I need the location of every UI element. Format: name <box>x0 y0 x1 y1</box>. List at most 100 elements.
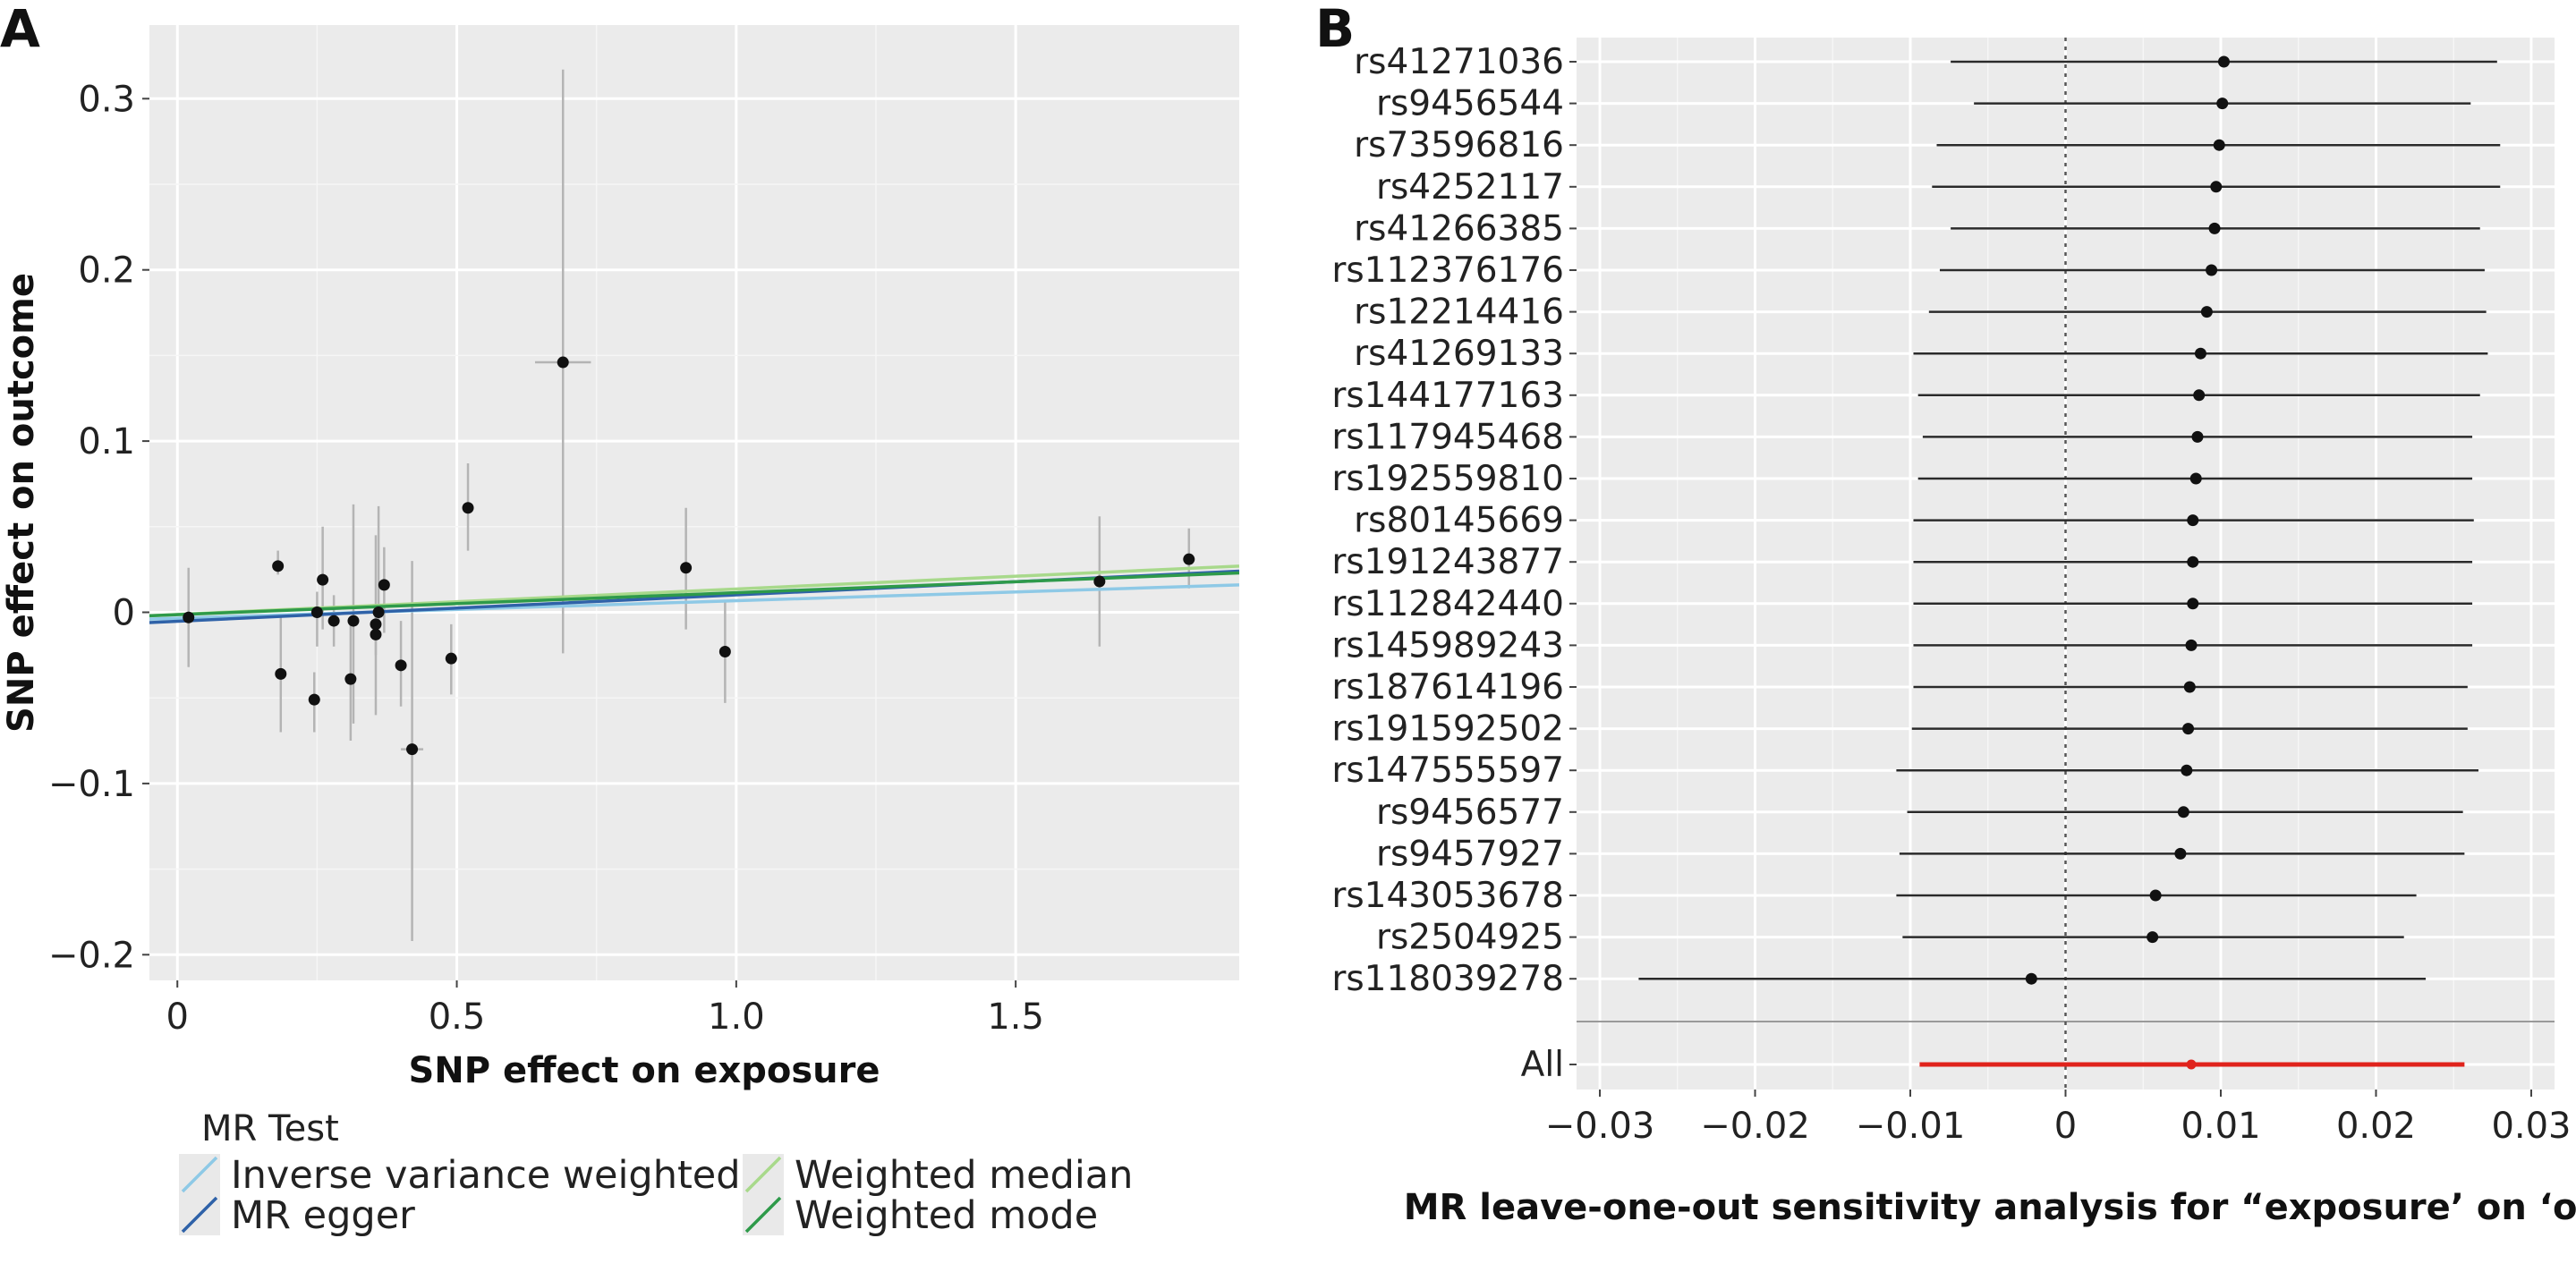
snp-label: rs118039278 <box>1331 959 1564 999</box>
panel-a-label: A <box>0 0 40 59</box>
x-tick-label: −0.01 <box>1856 1106 1966 1147</box>
data-point <box>462 502 474 514</box>
data-point <box>1093 575 1106 588</box>
point-estimate <box>2189 472 2202 485</box>
panel-b-label: B <box>1315 0 1355 59</box>
panel-b-x-axis-title: MR leave-one-out sensitivity analysis fo… <box>1404 1187 2576 1228</box>
x-tick-label: −0.03 <box>1545 1106 1655 1147</box>
point-estimate <box>2213 139 2225 151</box>
point-estimate <box>2194 347 2206 360</box>
data-point <box>557 356 569 369</box>
data-point <box>445 652 457 665</box>
point-estimate <box>2147 931 2159 944</box>
snp-label: rs143053678 <box>1331 876 1564 916</box>
legend-key-line <box>744 1196 782 1234</box>
y-tick-label: 0.3 <box>78 79 135 120</box>
panel-a-regression-lines <box>149 564 1240 624</box>
point-estimate <box>2210 181 2223 193</box>
snp-label: rs9457927 <box>1376 834 1564 874</box>
overall-point-estimate <box>2186 1059 2197 1070</box>
point-estimate <box>2174 847 2187 860</box>
y-tick-label: 0.2 <box>78 250 135 292</box>
data-point <box>183 611 195 623</box>
legend-label: Inverse variance weighted <box>231 1153 741 1198</box>
data-point <box>310 606 323 618</box>
regression-line <box>149 571 1240 618</box>
y-tick-label: −0.2 <box>48 935 135 976</box>
x-tick-label: −0.02 <box>1700 1106 1810 1147</box>
data-point <box>370 628 382 640</box>
legend-label: Weighted mode <box>795 1193 1098 1238</box>
point-estimate <box>2187 514 2199 527</box>
point-estimate <box>2182 723 2195 735</box>
snp-label: rs144177163 <box>1331 376 1564 416</box>
snp-label: rs41266385 <box>1354 208 1564 249</box>
panel-a-y-axis-title: SNP effect on outcome <box>1 273 42 733</box>
panel-b: B rs41271036rs9456544rs73596816rs4252117… <box>1315 0 2576 1228</box>
snp-label: rs145989243 <box>1331 625 1564 666</box>
snp-label: rs9456577 <box>1376 793 1564 833</box>
snp-label: rs191592502 <box>1331 709 1564 750</box>
snp-label: rs112842440 <box>1331 584 1564 624</box>
panel-a-x-tick-labels: 0 0.5 1.0 1.5 <box>166 980 1044 1038</box>
snp-label: rs117945468 <box>1331 417 1564 457</box>
point-estimate <box>2183 681 2196 693</box>
x-tick-label: 0.01 <box>2181 1106 2260 1147</box>
data-point <box>395 659 407 672</box>
x-tick-label: 0 <box>2054 1106 2077 1147</box>
data-point <box>275 667 287 680</box>
point-estimate <box>2185 639 2198 651</box>
data-point <box>718 646 731 658</box>
point-estimate <box>2181 764 2193 776</box>
data-point <box>344 673 357 685</box>
y-tick-label: −0.1 <box>48 764 135 805</box>
panel-b-estimates <box>1638 55 2501 1070</box>
x-tick-label: 0.02 <box>2336 1106 2416 1147</box>
snp-label: rs4252117 <box>1376 167 1564 208</box>
legend-key-line <box>744 1156 782 1193</box>
point-estimate <box>2206 264 2218 276</box>
point-estimate <box>2187 555 2199 568</box>
point-estimate <box>2216 98 2229 110</box>
panel-b-x-tick-labels: −0.03 −0.02 −0.01 0 0.01 0.02 0.03 <box>1545 1090 2572 1147</box>
snp-label: rs9456544 <box>1376 84 1564 124</box>
snp-label: rs2504925 <box>1376 918 1564 958</box>
panel-a-y-tick-labels: 0.3 0.2 0.1 0 −0.1 −0.2 <box>48 79 149 976</box>
overall-label: All <box>1521 1045 1564 1085</box>
panel-b-snp-labels: rs41271036rs9456544rs73596816rs4252117rs… <box>1331 42 1577 1085</box>
x-tick-label: 0.03 <box>2491 1106 2571 1147</box>
snp-label: rs73596816 <box>1354 125 1564 165</box>
data-point <box>327 615 340 627</box>
panel-a-points <box>183 356 1195 756</box>
legend-label: Weighted median <box>795 1153 1133 1198</box>
snp-label: rs41271036 <box>1354 42 1564 82</box>
data-point <box>347 615 360 627</box>
legend-title: MR Test <box>201 1108 339 1149</box>
point-estimate <box>2193 389 2206 402</box>
x-tick-label: 0 <box>166 996 189 1038</box>
data-point <box>406 743 419 756</box>
point-estimate <box>2208 222 2221 234</box>
snp-label: rs187614196 <box>1331 667 1564 708</box>
legend-label: MR egger <box>231 1193 415 1238</box>
panel-a-x-axis-title: SNP effect on exposure <box>408 1050 880 1091</box>
x-tick-label: 0.5 <box>429 996 486 1038</box>
snp-label: rs192559810 <box>1331 459 1564 499</box>
point-estimate <box>2025 972 2037 985</box>
x-tick-label: 1.0 <box>708 996 765 1038</box>
x-tick-label: 1.5 <box>987 996 1044 1038</box>
point-estimate <box>2149 889 2162 902</box>
snp-label: rs80145669 <box>1354 501 1564 541</box>
y-tick-label: 0.1 <box>78 421 135 462</box>
snp-label: rs112376176 <box>1331 250 1564 291</box>
data-point <box>378 579 390 591</box>
data-point <box>308 693 320 706</box>
data-point <box>372 606 385 618</box>
panel-a-gridlines <box>149 25 1239 980</box>
data-point <box>272 560 285 572</box>
legend-key-line <box>181 1156 218 1193</box>
snp-label: rs191243877 <box>1331 542 1564 582</box>
panel-a-plot-background <box>149 25 1239 980</box>
data-point <box>317 573 329 586</box>
